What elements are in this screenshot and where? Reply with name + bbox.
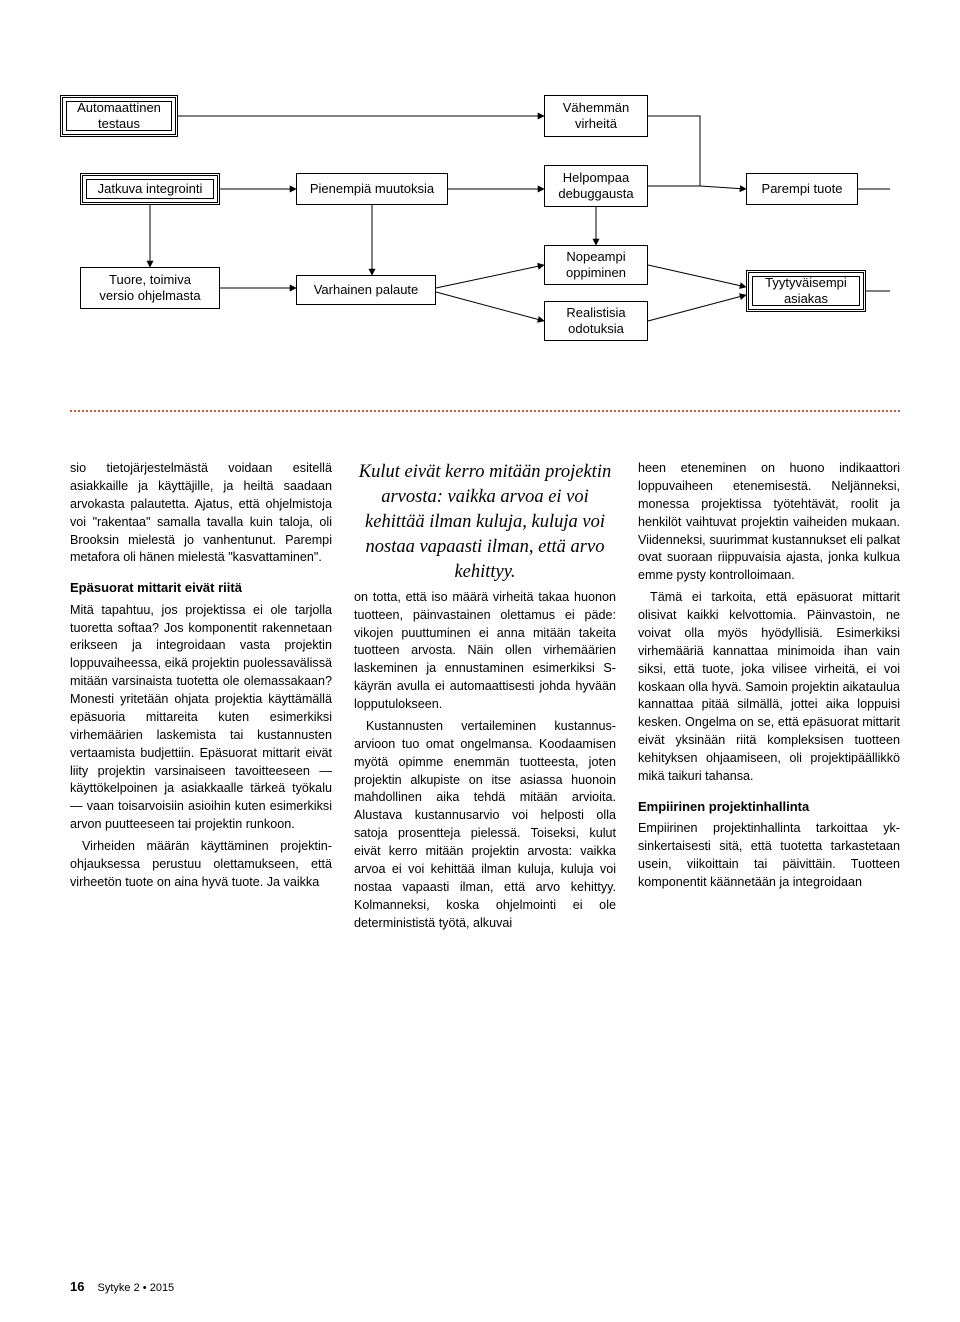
- node-label: Nopeampioppiminen: [566, 249, 626, 282]
- node-label: Pienempiä muutoksia: [310, 181, 434, 197]
- body-para: on totta, että iso määrä virheitä takaa …: [354, 589, 616, 714]
- page-number: 16: [70, 1279, 84, 1294]
- body-para: Virheiden määrän käyttäminen projektin­o…: [70, 838, 332, 892]
- node-label: Automaattinentestaus: [77, 100, 161, 133]
- node-label: Vähemmänvirheitä: [563, 100, 629, 133]
- subheading-epasuorat: Epäsuorat mittarit eivät riitä: [70, 579, 332, 597]
- diagram-edges: [60, 95, 900, 375]
- node-label: Tuore, toimivaversio ohjelmasta: [99, 272, 200, 305]
- node-helpompaa-debuggausta: Helpompaadebuggausta: [544, 165, 648, 207]
- node-label: Helpompaadebuggausta: [558, 170, 633, 203]
- node-tuore-versio: Tuore, toimivaversio ohjelmasta: [80, 267, 220, 309]
- node-label: Varhainen palaute: [314, 282, 419, 298]
- publication-year: 2015: [150, 1282, 174, 1294]
- footer-dot: •: [143, 1282, 147, 1294]
- body-para: heen eteneminen on huono in­dikaattori l…: [638, 460, 900, 585]
- publication-name: Sytyke 2: [98, 1282, 140, 1294]
- dotted-divider: [70, 410, 900, 412]
- node-pienempia-muutoksia: Pienempiä muutoksia: [296, 173, 448, 205]
- node-label: Tyytyväisempiasiakas: [765, 275, 847, 308]
- node-label: Parempi tuote: [762, 181, 843, 197]
- node-automaattinen-testaus: Automaattinentestaus: [60, 95, 178, 137]
- body-para: Empiirinen projektinhallinta tarkoittaa …: [638, 820, 900, 892]
- node-parempi-tuote: Parempi tuote: [746, 173, 858, 205]
- node-label: Jatkuva integrointi: [98, 181, 203, 197]
- column-1: sio tietojärjestelmästä voidaan esitellä…: [70, 460, 332, 896]
- body-para: Mitä tapahtuu, jos projektissa ei ole ta…: [70, 602, 332, 834]
- node-varhainen-palaute: Varhainen palaute: [296, 275, 436, 305]
- node-jatkuva-integrointi: Jatkuva integrointi: [80, 173, 220, 205]
- node-vahemman-virheita: Vähemmänvirheitä: [544, 95, 648, 137]
- node-label: Realistisiaodotuksia: [566, 305, 625, 338]
- page-footer: 16 Sytyke 2 • 2015: [70, 1279, 174, 1294]
- body-para: sio tietojärjestelmästä voidaan esitellä…: [70, 460, 332, 567]
- column-2: Kulut eivät kerro mitään projektin arvos…: [354, 460, 616, 936]
- column-3: heen eteneminen on huono in­dikaattori l…: [638, 460, 900, 896]
- body-para: Tämä ei tarkoita, että epäsuorat mitta­r…: [638, 589, 900, 786]
- node-nopeampi-oppiminen: Nopeampioppiminen: [544, 245, 648, 285]
- process-diagram: Automaattinentestaus Vähemmänvirheitä Ja…: [60, 95, 900, 375]
- body-para: Kustannusten vertaileminen kustannus­arv…: [354, 718, 616, 933]
- article-body: sio tietojärjestelmästä voidaan esitellä…: [70, 460, 900, 1220]
- pull-quote: Kulut eivät kerro mitään projektin arvos…: [354, 460, 616, 585]
- node-realistisia-odotuksia: Realistisiaodotuksia: [544, 301, 648, 341]
- subheading-empiirinen: Empiirinen projektinhallinta: [638, 798, 900, 816]
- node-tyytyvaisempi-asiakas: Tyytyväisempiasiakas: [746, 270, 866, 312]
